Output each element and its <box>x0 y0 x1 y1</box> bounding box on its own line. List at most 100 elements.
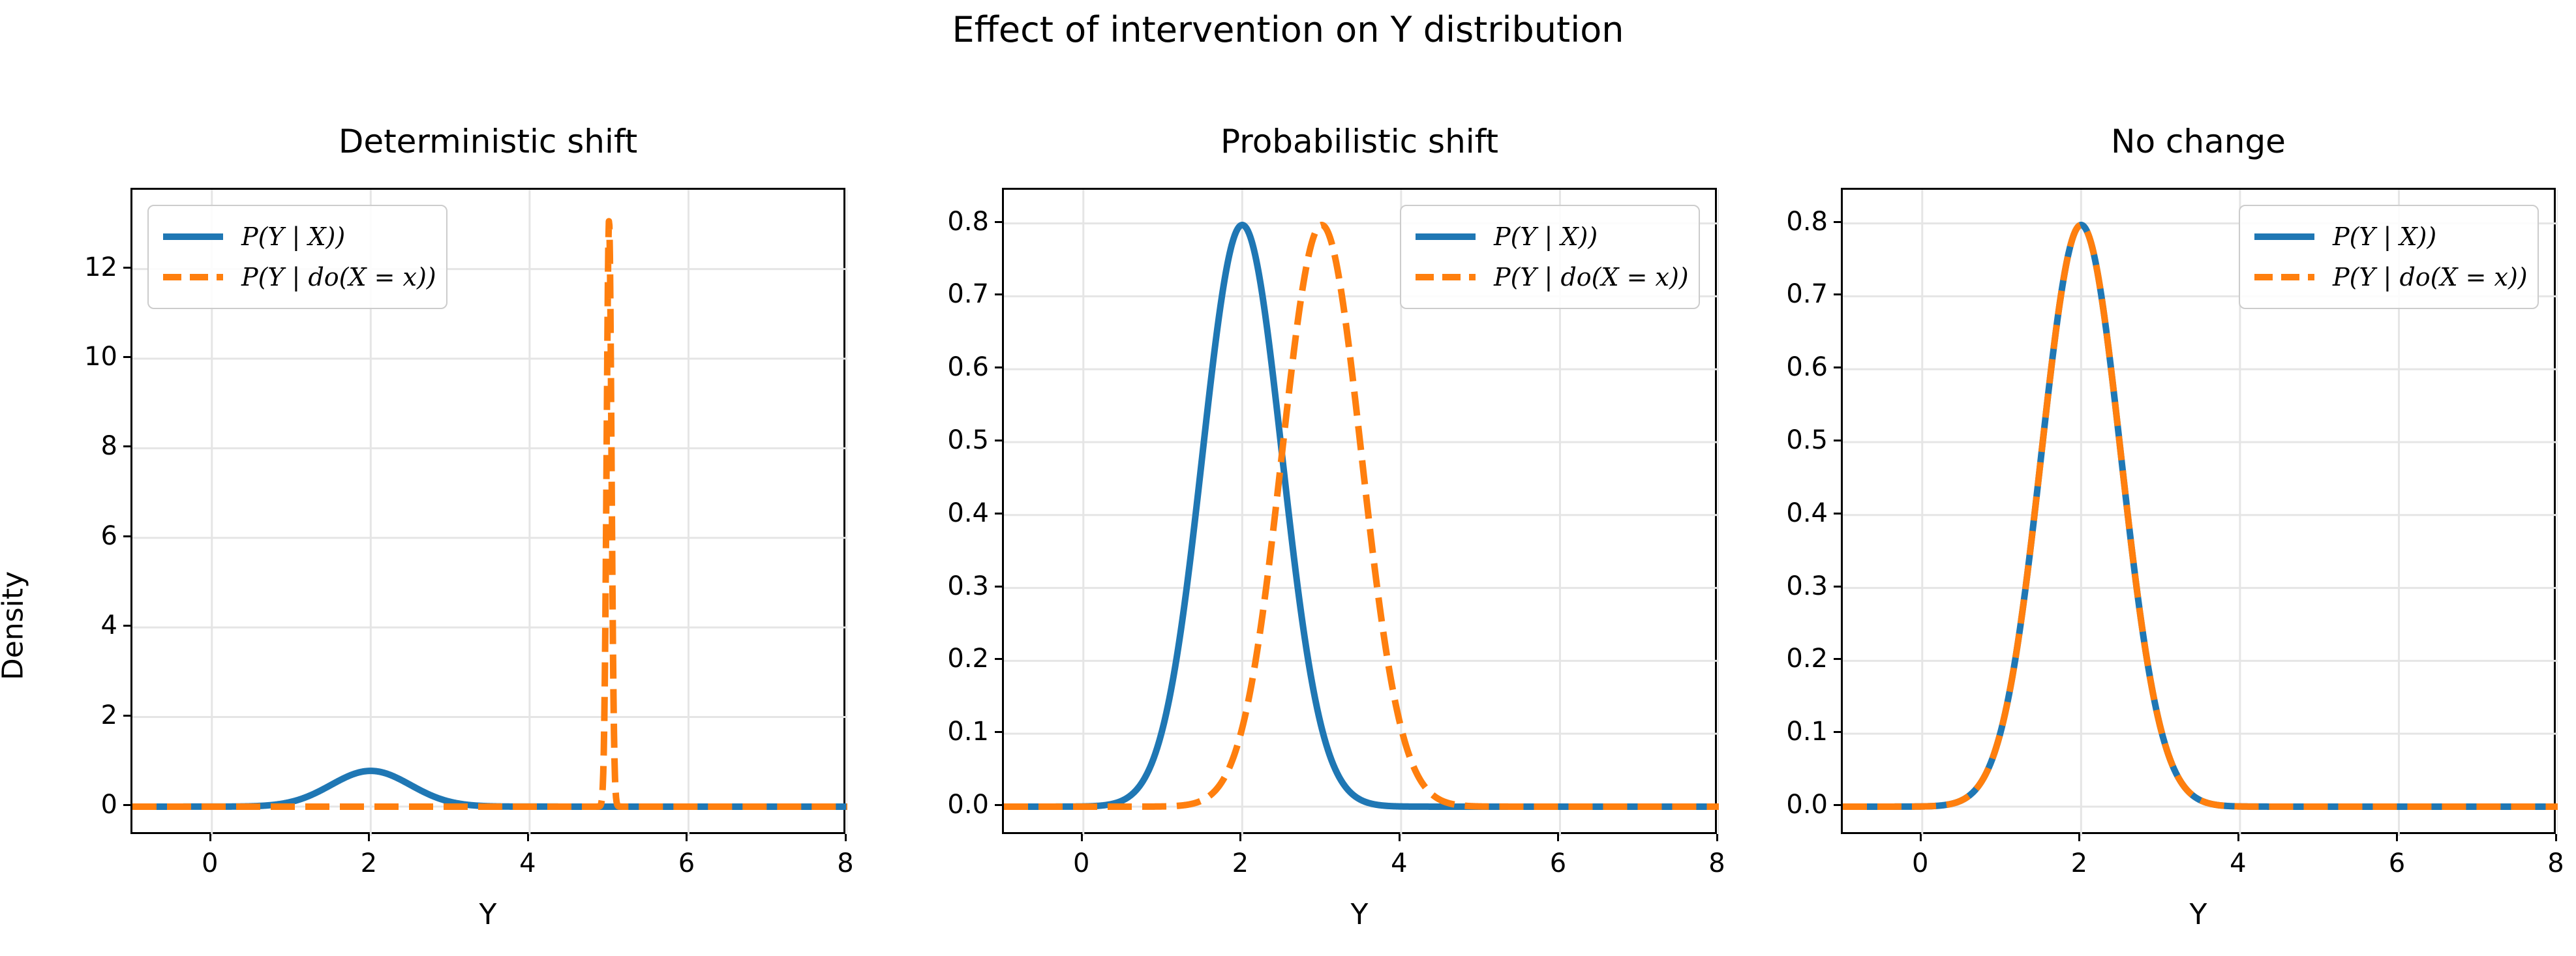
x-tick-mark <box>2396 834 2399 841</box>
legend-1[interactable]: P(Y | X)) P(Y | do(X = x)) <box>147 205 447 309</box>
y-tick-label: 8 <box>100 431 117 462</box>
legend-entry-interventional[interactable]: P(Y | do(X = x)) <box>162 257 436 297</box>
y-tick-mark <box>1834 512 1841 515</box>
x-tick-label: 6 <box>2388 848 2406 878</box>
legend-label: P(Y | do(X = x)) <box>2333 263 2528 291</box>
series-line-conditional <box>1004 222 1719 810</box>
y-tick-mark <box>123 625 130 627</box>
y-tick-mark <box>1834 440 1841 441</box>
y-tick-label: 0.0 <box>1786 789 1828 820</box>
x-tick-label: 4 <box>1391 848 1408 878</box>
y-tick-label: 0.1 <box>1786 717 1828 747</box>
x-tick-mark <box>2237 834 2239 841</box>
y-tick-label: 0.5 <box>947 425 989 455</box>
legend-label: P(Y | X)) <box>1494 222 1598 251</box>
y-tick-label: 0.1 <box>947 717 989 747</box>
y-tick-mark <box>995 731 1002 734</box>
y-tick-label: 2 <box>100 700 117 730</box>
y-tick-label: 0.8 <box>947 206 989 237</box>
y-tick-mark <box>995 658 1002 661</box>
x-tick-mark <box>2555 834 2557 841</box>
y-tick-label: 0.7 <box>947 279 989 310</box>
y-tick-mark <box>1834 366 1841 369</box>
y-tick-label: 0.4 <box>947 498 989 528</box>
legend-2[interactable]: P(Y | X)) P(Y | do(X = x)) <box>1400 205 1700 309</box>
x-tick-label: 2 <box>1232 848 1249 878</box>
y-tick-mark <box>995 293 1002 296</box>
legend-entry-interventional[interactable]: P(Y | do(X = x)) <box>1414 257 1689 297</box>
legend-label: P(Y | X)) <box>241 222 346 251</box>
legend-entry-conditional[interactable]: P(Y | X)) <box>2253 217 2523 257</box>
y-tick-mark <box>1834 803 1841 806</box>
y-tick-mark <box>995 585 1002 588</box>
y-tick-mark <box>123 803 130 806</box>
figure-suptitle: Effect of intervention on Y distribution <box>952 9 1624 50</box>
series-line-interventional <box>1004 222 1719 810</box>
y-tick-label: 0.4 <box>1786 498 1828 528</box>
x-tick-label: 2 <box>360 848 378 878</box>
y-tick-mark <box>1834 731 1841 734</box>
y-tick-mark <box>1834 293 1841 296</box>
x-tick-mark <box>1239 834 1242 841</box>
y-tick-mark <box>995 803 1002 806</box>
x-tick-label: 4 <box>519 848 536 878</box>
y-tick-label: 6 <box>100 520 117 551</box>
x-axis-label-1: Y <box>479 898 497 931</box>
y-tick-mark <box>123 266 130 269</box>
y-tick-mark <box>1834 585 1841 588</box>
x-tick-mark <box>526 834 529 841</box>
y-tick-label: 4 <box>100 610 117 641</box>
x-tick-label: 8 <box>2547 848 2564 878</box>
y-tick-label: 0.0 <box>947 789 989 820</box>
subplot-title-3: No change <box>2111 123 2286 160</box>
y-tick-mark <box>1834 658 1841 661</box>
y-tick-label: 0.8 <box>1786 206 1828 237</box>
y-tick-mark <box>123 714 130 717</box>
x-tick-mark <box>1919 834 1922 841</box>
x-tick-mark <box>1716 834 1718 841</box>
x-tick-label: 6 <box>1549 848 1567 878</box>
legend-line-swatch-icon <box>162 217 224 257</box>
series-line-interventional <box>132 218 847 810</box>
y-tick-label: 12 <box>84 252 117 282</box>
y-tick-label: 0.5 <box>1786 425 1828 455</box>
legend-label: P(Y | do(X = x)) <box>1494 263 1689 291</box>
y-tick-mark <box>123 355 130 358</box>
legend-line-swatch-icon <box>162 257 224 297</box>
legend-entry-conditional[interactable]: P(Y | X)) <box>162 217 432 257</box>
legend-entry-conditional[interactable]: P(Y | X)) <box>1414 217 1684 257</box>
y-tick-mark <box>123 535 130 537</box>
x-tick-mark <box>368 834 371 841</box>
series-line-interventional <box>1843 222 2558 810</box>
x-tick-label: 6 <box>678 848 695 878</box>
subplot-title-1: Deterministic shift <box>338 123 638 160</box>
x-tick-mark <box>1557 834 1560 841</box>
x-tick-mark <box>845 834 847 841</box>
legend-3[interactable]: P(Y | X)) P(Y | do(X = x)) <box>2239 205 2539 309</box>
legend-label: P(Y | X)) <box>2333 222 2437 251</box>
y-tick-mark <box>995 440 1002 441</box>
x-tick-mark <box>2078 834 2081 841</box>
x-tick-label: 0 <box>1912 848 1929 878</box>
y-tick-mark <box>995 512 1002 515</box>
legend-line-swatch-icon <box>1414 257 1477 297</box>
x-tick-label: 0 <box>1073 848 1090 878</box>
y-tick-label: 10 <box>84 341 117 372</box>
y-tick-label: 0.7 <box>1786 279 1828 310</box>
y-tick-mark <box>995 366 1002 369</box>
x-tick-label: 2 <box>2070 848 2088 878</box>
x-tick-label: 0 <box>202 848 219 878</box>
legend-entry-interventional[interactable]: P(Y | do(X = x)) <box>2253 257 2528 297</box>
x-axis-label-3: Y <box>2189 898 2207 931</box>
y-tick-label: 0.6 <box>947 352 989 383</box>
gridlines <box>1843 190 2558 836</box>
y-tick-mark <box>123 445 130 448</box>
y-tick-label: 0.2 <box>947 644 989 674</box>
x-tick-mark <box>1398 834 1401 841</box>
x-tick-mark <box>1080 834 1083 841</box>
x-tick-label: 4 <box>2230 848 2247 878</box>
legend-line-swatch-icon <box>1414 217 1477 257</box>
